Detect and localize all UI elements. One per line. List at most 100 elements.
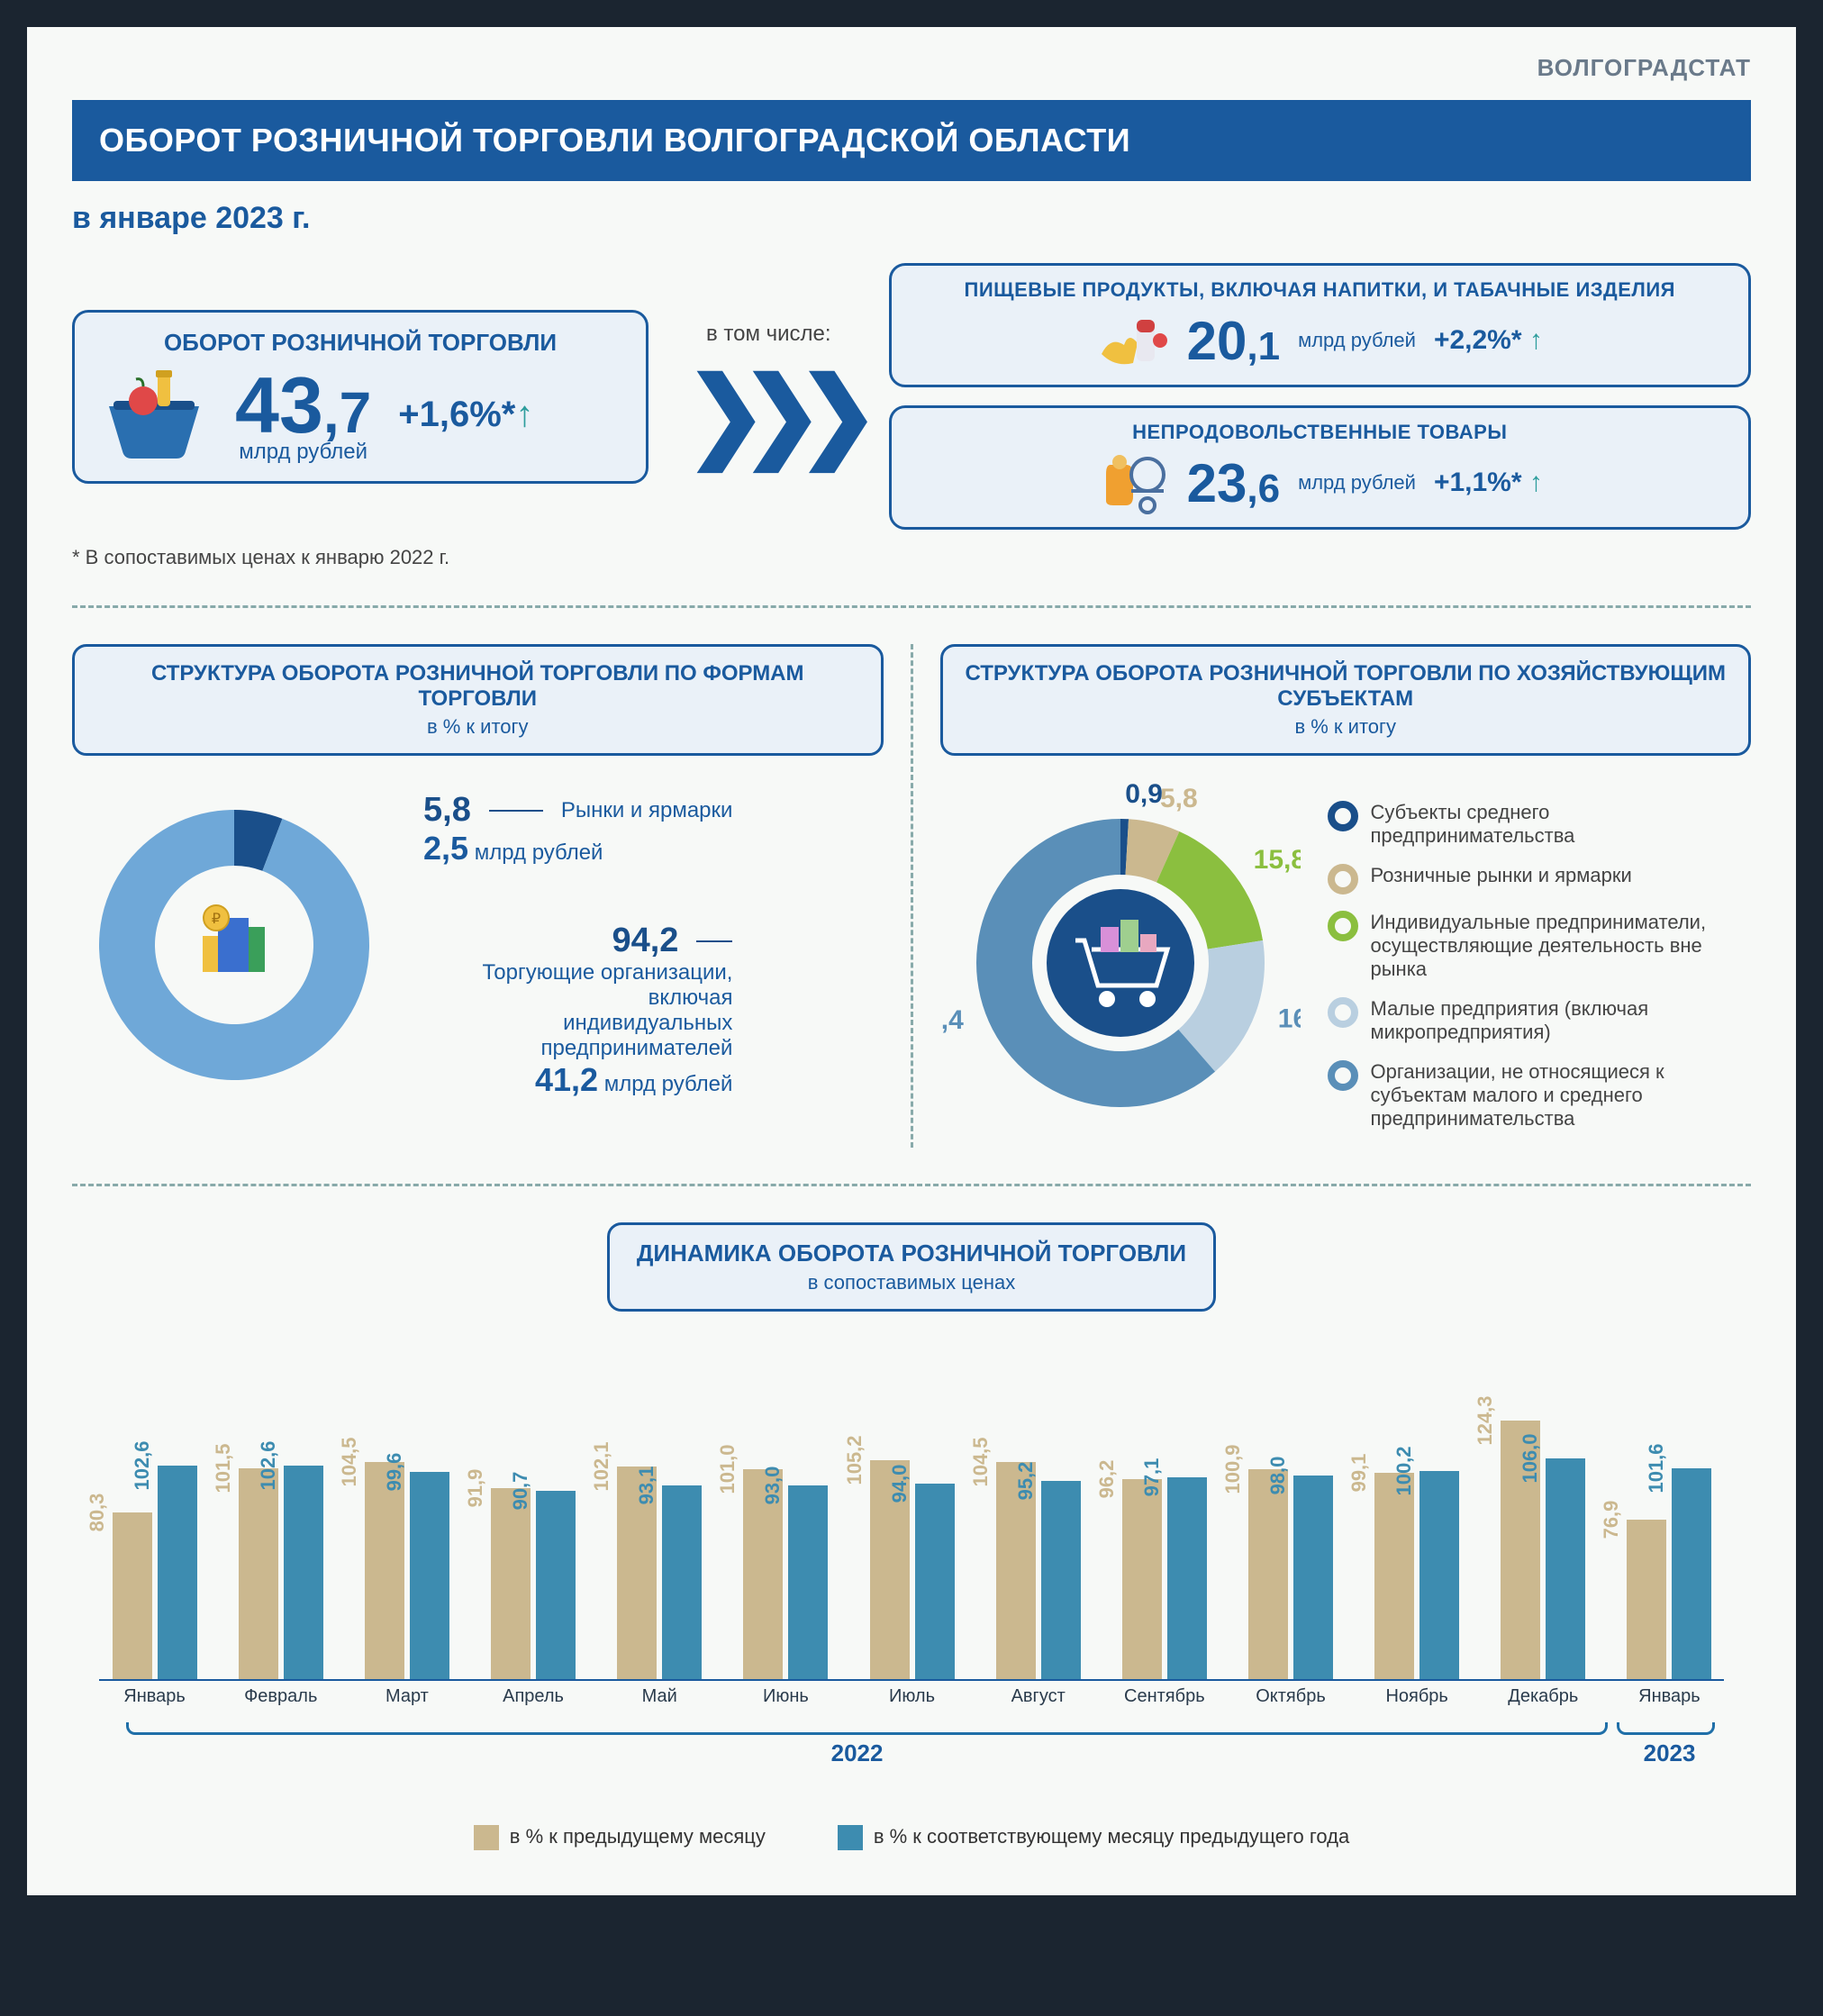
food-value: 20,1 [1187,310,1280,372]
bar-prev-year: 93,1 [662,1485,702,1679]
svg-text:₽: ₽ [212,912,221,927]
bar-prev-year: 95,2 [1041,1481,1081,1679]
food-icon [1097,309,1169,372]
divider [72,605,1751,608]
bar-chart: 80,3 102,6 Январь 101,5 102,6 Февраль 10… [99,1339,1724,1771]
bar-prev-year: 93,0 [788,1485,828,1679]
nonfood-card-title: НЕПРОДОВОЛЬСТВЕННЫЕ ТОВАРЫ [913,421,1727,444]
bar-prev-month: 104,5 [365,1462,404,1679]
structure-row: СТРУКТУРА ОБОРОТА РОЗНИЧНОЙ ТОРГОВЛИ ПО … [72,644,1751,1148]
legend-item: Розничные рынки и ярмарки [1328,864,1752,894]
svg-text:0,9: 0,9 [1125,783,1163,809]
legend-prev-month: в % к предыдущему месяцу [474,1825,766,1850]
month-label: Январь [1615,1679,1724,1707]
arrow-up-icon: ↑ [1529,468,1543,497]
svg-text:61,4: 61,4 [940,1005,964,1035]
basket-icon [100,370,208,460]
donut1-callout-orgs: 94,2 Торгующие организации, включая инди… [423,922,732,1099]
bar-legend: в % к предыдущему месяцу в % к соответст… [72,1825,1751,1850]
month-label: Май [605,1679,714,1707]
donut1-callout-markets: 5,8 Рынки и ярмарки 2,5 млрд рублей [423,791,732,867]
month-label: Декабрь [1489,1679,1598,1707]
bar-prev-year: 90,7 [536,1491,576,1679]
vertical-divider [911,644,913,1148]
month-label: Август [984,1679,1093,1707]
divider [72,1184,1751,1186]
total-turnover-card: ОБОРОТ РОЗНИЧНОЙ ТОРГОВЛИ 43,7 млрд рубл… [72,310,648,484]
bar-prev-year: 100,2 [1419,1471,1459,1679]
donut1-chart: ₽ [72,783,396,1107]
month-group: 104,5 95,2 Август [983,1462,1093,1679]
food-unit: млрд рублей [1298,329,1416,352]
month-label: Октябрь [1236,1679,1345,1707]
month-group: 96,2 97,1 Сентябрь [1109,1477,1219,1679]
month-label: Январь [100,1679,209,1707]
subtitle: в январе 2023 г. [72,201,1751,236]
bar-prev-year: 98,0 [1293,1476,1333,1679]
month-label: Март [352,1679,461,1707]
brand-label: ВОЛГОГРАДСТАТ [72,54,1751,82]
total-delta: +1,6%*↑ [398,395,533,435]
total-card-title: ОБОРОТ РОЗНИЧНОЙ ТОРГОВЛИ [100,329,621,357]
bar-prev-month: 100,9 [1248,1469,1288,1679]
svg-text:16,1: 16,1 [1277,1003,1300,1033]
month-group: 104,5 99,6 Март [351,1462,461,1679]
month-label: Апрель [478,1679,587,1707]
legend-item: Малые предприятия (включая микропредприя… [1328,997,1752,1044]
svg-text:15,8: 15,8 [1253,845,1300,875]
month-group: 105,2 94,0 Июль [857,1460,966,1679]
bar-prev-year: 102,6 [284,1466,323,1679]
nonfood-value: 23,6 [1187,452,1280,514]
month-group: 124,3 106,0 Декабрь [1488,1421,1598,1679]
month-group: 102,1 93,1 Май [604,1467,714,1679]
including-label: в том числе: [706,322,831,347]
nonfood-card: НЕПРОДОВОЛЬСТВЕННЫЕ ТОВАРЫ 23,6 млрд руб… [889,405,1751,530]
month-group: 100,9 98,0 Октябрь [1235,1469,1345,1679]
food-card-title: ПИЩЕВЫЕ ПРОДУКТЫ, ВКЛЮЧАЯ НАПИТКИ, И ТАБ… [913,278,1727,302]
month-group: 91,9 90,7 Апрель [477,1488,587,1679]
main-title: ОБОРОТ РОЗНИЧНОЙ ТОРГОВЛИ ВОЛГОГРАДСКОЙ … [72,100,1751,181]
legend-item: Организации, не относящиеся к субъектам … [1328,1060,1752,1131]
bar-prev-year: 102,6 [158,1466,197,1679]
food-delta: +2,2%* ↑ [1434,325,1543,356]
arrow-up-icon: ↑ [1529,325,1543,355]
total-unit: млрд рублей [235,440,371,465]
month-label: Февраль [226,1679,335,1707]
donut2-chart: 0,95,815,816,161,4 [940,783,1301,1143]
month-group: 76,9 101,6 Январь [1614,1468,1724,1679]
donut1-panel: СТРУКТУРА ОБОРОТА РОЗНИЧНОЙ ТОРГОВЛИ ПО … [72,644,884,1148]
arrow-up-icon: ↑ [515,395,533,434]
donut2-panel: СТРУКТУРА ОБОРОТА РОЗНИЧНОЙ ТОРГОВЛИ ПО … [940,644,1752,1148]
bar-prev-year: 101,6 [1672,1468,1711,1679]
chevron-right-icon: ❯❯❯ [667,356,871,471]
footnote: * В сопоставимых ценах к январю 2022 г. [72,546,1751,569]
bar-prev-month: 80,3 [113,1512,152,1679]
donut2-legend: Субъекты среднего предпринимательства Роз… [1328,801,1752,1131]
month-group: 101,5 102,6 Февраль [225,1466,335,1679]
bar-chart-title: ДИНАМИКА ОБОРОТА РОЗНИЧНОЙ ТОРГОВЛИ в со… [607,1222,1216,1312]
bar-prev-month: 99,1 [1374,1473,1414,1679]
nonfood-unit: млрд рублей [1298,471,1416,495]
bar-prev-year: 106,0 [1546,1458,1585,1679]
month-group: 99,1 100,2 Ноябрь [1362,1471,1472,1679]
legend-item: Индивидуальные предприниматели, осуществ… [1328,911,1752,981]
total-value: 43,7 [235,366,371,445]
legend-item: Субъекты среднего предпринимательства [1328,801,1752,848]
summary-row: ОБОРОТ РОЗНИЧНОЙ ТОРГОВЛИ 43,7 млрд рубл… [72,263,1751,530]
bar-prev-year: 97,1 [1167,1477,1207,1679]
month-label: Ноябрь [1363,1679,1472,1707]
bar-prev-month: 101,5 [239,1468,278,1679]
month-group: 80,3 102,6 Январь [99,1466,209,1679]
bar-prev-month: 96,2 [1122,1479,1162,1679]
donut2-title: СТРУКТУРА ОБОРОТА РОЗНИЧНОЙ ТОРГОВЛИ ПО … [940,644,1752,756]
goods-icon [1097,451,1169,514]
legend-prev-year: в % к соответствующему месяцу предыдущег… [838,1825,1349,1850]
bar-prev-year: 99,6 [410,1472,449,1679]
food-card: ПИЩЕВЫЕ ПРОДУКТЫ, ВКЛЮЧАЯ НАПИТКИ, И ТАБ… [889,263,1751,387]
month-label: Июнь [731,1679,840,1707]
month-label: Июль [857,1679,966,1707]
month-label: Сентябрь [1110,1679,1219,1707]
month-group: 101,0 93,0 Июнь [730,1469,840,1679]
bar-prev-year: 94,0 [915,1484,955,1679]
nonfood-delta: +1,1%* ↑ [1434,468,1543,498]
